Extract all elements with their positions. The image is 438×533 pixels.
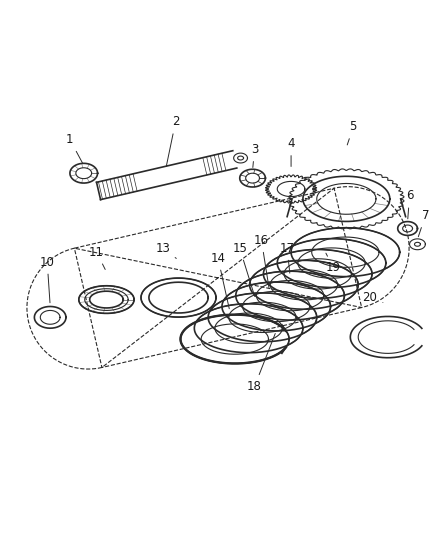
Ellipse shape <box>141 278 216 317</box>
Ellipse shape <box>292 171 401 227</box>
Ellipse shape <box>263 249 372 298</box>
Text: 20: 20 <box>363 291 383 304</box>
Ellipse shape <box>79 286 134 313</box>
Text: 5: 5 <box>347 120 357 145</box>
Ellipse shape <box>194 304 303 353</box>
Ellipse shape <box>277 239 386 287</box>
Text: 2: 2 <box>166 115 179 166</box>
Text: 4: 4 <box>287 137 295 166</box>
Ellipse shape <box>250 260 358 309</box>
Text: 10: 10 <box>40 255 55 303</box>
Text: 6: 6 <box>406 189 413 219</box>
Text: 16: 16 <box>254 234 269 287</box>
Text: 15: 15 <box>232 242 255 296</box>
Ellipse shape <box>291 228 400 277</box>
Text: 1: 1 <box>66 133 82 163</box>
Text: 11: 11 <box>89 246 105 270</box>
Ellipse shape <box>222 282 331 331</box>
Text: 19: 19 <box>326 253 341 274</box>
Text: 3: 3 <box>251 143 258 167</box>
Text: 13: 13 <box>155 242 177 259</box>
Text: 14: 14 <box>211 252 229 309</box>
Ellipse shape <box>180 314 289 364</box>
Ellipse shape <box>208 293 317 342</box>
Text: 17: 17 <box>279 242 295 273</box>
Ellipse shape <box>236 271 344 320</box>
Text: 18: 18 <box>247 334 275 393</box>
Text: 7: 7 <box>418 209 429 237</box>
